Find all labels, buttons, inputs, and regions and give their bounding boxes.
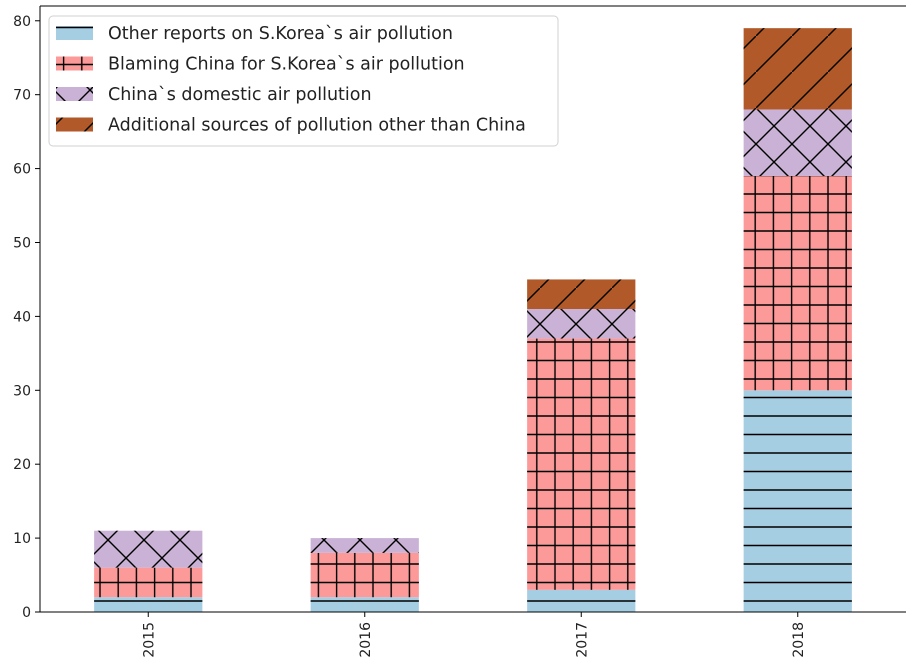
bar-2016-china-s-domestic-air-pollution-hatch — [310, 538, 419, 553]
legend: Other reports on S.Korea`s air pollution… — [48, 15, 559, 147]
y-tick-label: 10 — [13, 531, 31, 547]
legend-box — [48, 15, 559, 147]
y-tick-label: 60 — [13, 162, 31, 178]
bar-2018-other-reports-on-s-korea-s-air-pollution-hatch — [743, 390, 852, 612]
legend-other-reports-on-s-korea-s-air-pollution-label: Other reports on S.Korea`s air pollution — [108, 24, 453, 44]
bar-2018-blaming-china-for-s-korea-s-air-pollution-hatch — [743, 175, 852, 391]
x-tick-label: 2016 — [358, 622, 374, 658]
bar-2018-additional-sources-of-pollution-other-than-china-hatch — [743, 28, 852, 110]
y-tick-label: 30 — [13, 383, 31, 399]
bar-2015-blaming-china-for-s-korea-s-air-pollution-hatch — [94, 567, 203, 598]
bar-2016-other-reports-on-s-korea-s-air-pollution-hatch — [310, 597, 419, 612]
bar-2016-blaming-china-for-s-korea-s-air-pollution-hatch — [310, 552, 419, 598]
y-tick-label: 0 — [22, 605, 31, 621]
legend-additional-sources-of-pollution-other-than-china-label: Additional sources of pollution other th… — [108, 116, 526, 136]
y-tick-label: 40 — [13, 309, 31, 325]
bar-2017-china-s-domestic-air-pollution-hatch — [527, 309, 636, 339]
y-tick-label: 80 — [13, 14, 31, 30]
bar-2017-blaming-china-for-s-korea-s-air-pollution-hatch — [527, 338, 636, 590]
bar-2017-additional-sources-of-pollution-other-than-china-hatch — [527, 279, 636, 309]
x-tick-label: 2018 — [791, 622, 807, 658]
bar-2015-other-reports-on-s-korea-s-air-pollution-hatch — [94, 597, 203, 612]
y-tick-label: 70 — [13, 88, 31, 104]
legend-blaming-china-for-s-korea-s-air-pollution-swatch-hatch — [56, 56, 93, 71]
bar-2018-china-s-domestic-air-pollution-hatch — [743, 109, 852, 176]
bars-layer — [94, 28, 852, 612]
legend-china-s-domestic-air-pollution-swatch-hatch — [56, 87, 93, 101]
legend-other-reports-on-s-korea-s-air-pollution-swatch-hatch — [56, 26, 93, 40]
y-tick-label: 50 — [13, 235, 31, 251]
x-tick-label: 2015 — [141, 622, 157, 658]
bar-2015-china-s-domestic-air-pollution-hatch — [94, 530, 203, 568]
legend-blaming-china-for-s-korea-s-air-pollution-label: Blaming China for S.Korea`s air pollutio… — [108, 55, 465, 75]
axes-layer: 0 10 20 30 40 50 60 70 80 2015 2016 2017 2018 — [13, 5, 906, 658]
bar-2017-other-reports-on-s-korea-s-air-pollution-hatch — [527, 589, 636, 612]
legend-additional-sources-of-pollution-other-than-china-swatch-hatch — [56, 117, 93, 132]
y-tick-label: 20 — [13, 457, 31, 473]
legend-china-s-domestic-air-pollution-label: China`s domestic air pollution — [108, 85, 372, 105]
x-tick-label: 2017 — [574, 622, 590, 658]
